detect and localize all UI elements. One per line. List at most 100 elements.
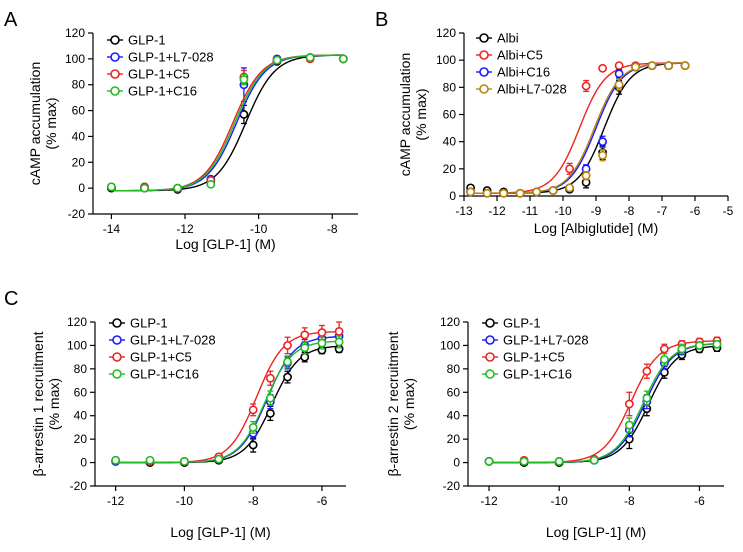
legend-label: GLP-1 bbox=[128, 33, 166, 48]
y-tick-label: 20 bbox=[443, 162, 457, 176]
data-point bbox=[272, 55, 282, 65]
chart-panel-2: B 0 20 40 60 80 100 120 -13 -12 -11 -10 -9 -8 -7 -6 -5 Lo… bbox=[375, 9, 734, 236]
data-point bbox=[179, 456, 189, 466]
data-point bbox=[214, 454, 224, 464]
data-point bbox=[248, 440, 258, 450]
y-tick-label: 60 bbox=[74, 385, 88, 399]
y-tick-label: 40 bbox=[443, 135, 457, 149]
y-axis-subtitle: (% max) bbox=[401, 378, 417, 430]
data-point bbox=[248, 423, 258, 432]
y-axis-title: β-arrestin 2 recruitment bbox=[385, 331, 401, 476]
x-tick-label: -12 bbox=[107, 494, 125, 508]
y-tick-label: 0 bbox=[453, 456, 460, 470]
y-tick-label: 40 bbox=[74, 409, 88, 423]
y-tick-label: 60 bbox=[72, 104, 86, 118]
data-point bbox=[283, 357, 292, 367]
data-point bbox=[598, 63, 607, 73]
y-axis-title: cAMP accumulation bbox=[397, 53, 413, 176]
data-point bbox=[482, 188, 492, 198]
legend-label: GLP-1+C16 bbox=[503, 367, 572, 382]
data-point bbox=[206, 179, 216, 189]
data-point bbox=[334, 326, 344, 336]
y-axis-subtitle: (% max) bbox=[46, 378, 62, 430]
legend: GLP-1 GLP-1+L7-028 GLP-1+C5 GLP-1+C16 bbox=[107, 33, 214, 99]
x-tick-label: -11 bbox=[522, 204, 539, 218]
x-tick-label: -8 bbox=[248, 494, 259, 508]
chart-panel-1: A -20 0 20 40 60 80 100 120 -14 -12 -10 -8 Log [GLP-1… bbox=[4, 9, 358, 252]
x-tick-label: -10 bbox=[250, 222, 268, 236]
legend-label: Albi+L7-028 bbox=[497, 82, 567, 97]
data-point bbox=[598, 137, 607, 147]
legend-marker bbox=[485, 318, 495, 328]
data-point bbox=[283, 341, 292, 350]
legend-marker bbox=[110, 35, 120, 45]
chart-panel-4: -20 0 20 40 60 80 100 120 -12 -10 -8 -6 Log [GLP-1] … bbox=[385, 315, 724, 540]
chart-panel-3: C -20 0 20 40 60 80 100 120 -12 -10 -8 -6 Log [GLP-1]… bbox=[4, 288, 346, 540]
data-point bbox=[548, 186, 558, 195]
legend-marker bbox=[110, 86, 120, 96]
x-tick-label: -8 bbox=[624, 494, 635, 508]
data-point bbox=[140, 183, 149, 193]
y-axis-title: cAMP accumulation bbox=[27, 62, 43, 185]
x-tick-label: -12 bbox=[176, 222, 194, 236]
data-point bbox=[624, 399, 634, 409]
data-point bbox=[695, 341, 704, 350]
legend-marker bbox=[112, 369, 122, 379]
data-point bbox=[300, 352, 310, 362]
y-tick-label: 40 bbox=[447, 409, 461, 423]
y-tick-label: 120 bbox=[440, 315, 460, 329]
data-point bbox=[589, 455, 599, 465]
legend-marker bbox=[485, 369, 495, 379]
y-tick-label: -20 bbox=[70, 479, 88, 493]
y-tick-label: 80 bbox=[74, 362, 88, 376]
x-axis-title: Log [GLP-1] (M) bbox=[170, 524, 270, 540]
data-point bbox=[677, 344, 687, 354]
data-point bbox=[680, 61, 690, 70]
legend-label: GLP-1+C16 bbox=[128, 84, 197, 99]
data-point bbox=[107, 182, 116, 192]
legend: GLP-1 GLP-1+L7-028 GLP-1+C5 GLP-1+C16 bbox=[109, 316, 216, 382]
y-tick-label: 20 bbox=[72, 155, 86, 169]
x-tick-label: -10 bbox=[176, 494, 194, 508]
series-glp-1-c16 bbox=[111, 335, 344, 466]
y-tick-label: -20 bbox=[443, 479, 461, 493]
y-tick-label: 0 bbox=[78, 181, 85, 195]
x-tick-label: -6 bbox=[690, 204, 701, 218]
data-point bbox=[581, 81, 591, 91]
panel-letter: A bbox=[4, 9, 18, 31]
y-tick-label: 20 bbox=[447, 432, 461, 446]
data-point bbox=[283, 372, 292, 382]
data-point bbox=[265, 393, 275, 403]
data-point bbox=[565, 183, 574, 193]
data-point bbox=[173, 183, 183, 193]
x-tick-label: -13 bbox=[455, 204, 473, 218]
data-point bbox=[598, 150, 607, 160]
data-point bbox=[519, 456, 529, 466]
data-point bbox=[338, 54, 348, 64]
y-tick-label: 0 bbox=[449, 189, 456, 203]
data-point bbox=[334, 337, 344, 347]
y-tick-label: 120 bbox=[65, 26, 85, 40]
data-point bbox=[499, 188, 508, 198]
data-point bbox=[532, 187, 541, 197]
x-axis-title: Log [GLP-1] (M) bbox=[175, 236, 275, 252]
data-point bbox=[565, 164, 574, 174]
data-point bbox=[659, 355, 669, 364]
legend-label: GLP-1+C5 bbox=[503, 350, 565, 365]
legend-marker bbox=[112, 318, 122, 328]
legend-label: Albi+C16 bbox=[497, 65, 550, 80]
legend-marker bbox=[112, 335, 122, 345]
legend-label: GLP-1+L7-028 bbox=[503, 333, 589, 348]
y-tick-label: 20 bbox=[74, 432, 88, 446]
data-point bbox=[659, 344, 669, 354]
x-tick-label: -7 bbox=[657, 204, 668, 218]
x-tick-label: -12 bbox=[488, 204, 506, 218]
y-tick-label: 40 bbox=[72, 129, 86, 143]
legend-marker bbox=[479, 33, 489, 43]
data-point bbox=[554, 456, 564, 466]
y-tick-label: -20 bbox=[68, 207, 86, 221]
data-point bbox=[111, 455, 121, 465]
y-tick-label: 120 bbox=[436, 26, 456, 40]
data-point bbox=[300, 343, 310, 353]
